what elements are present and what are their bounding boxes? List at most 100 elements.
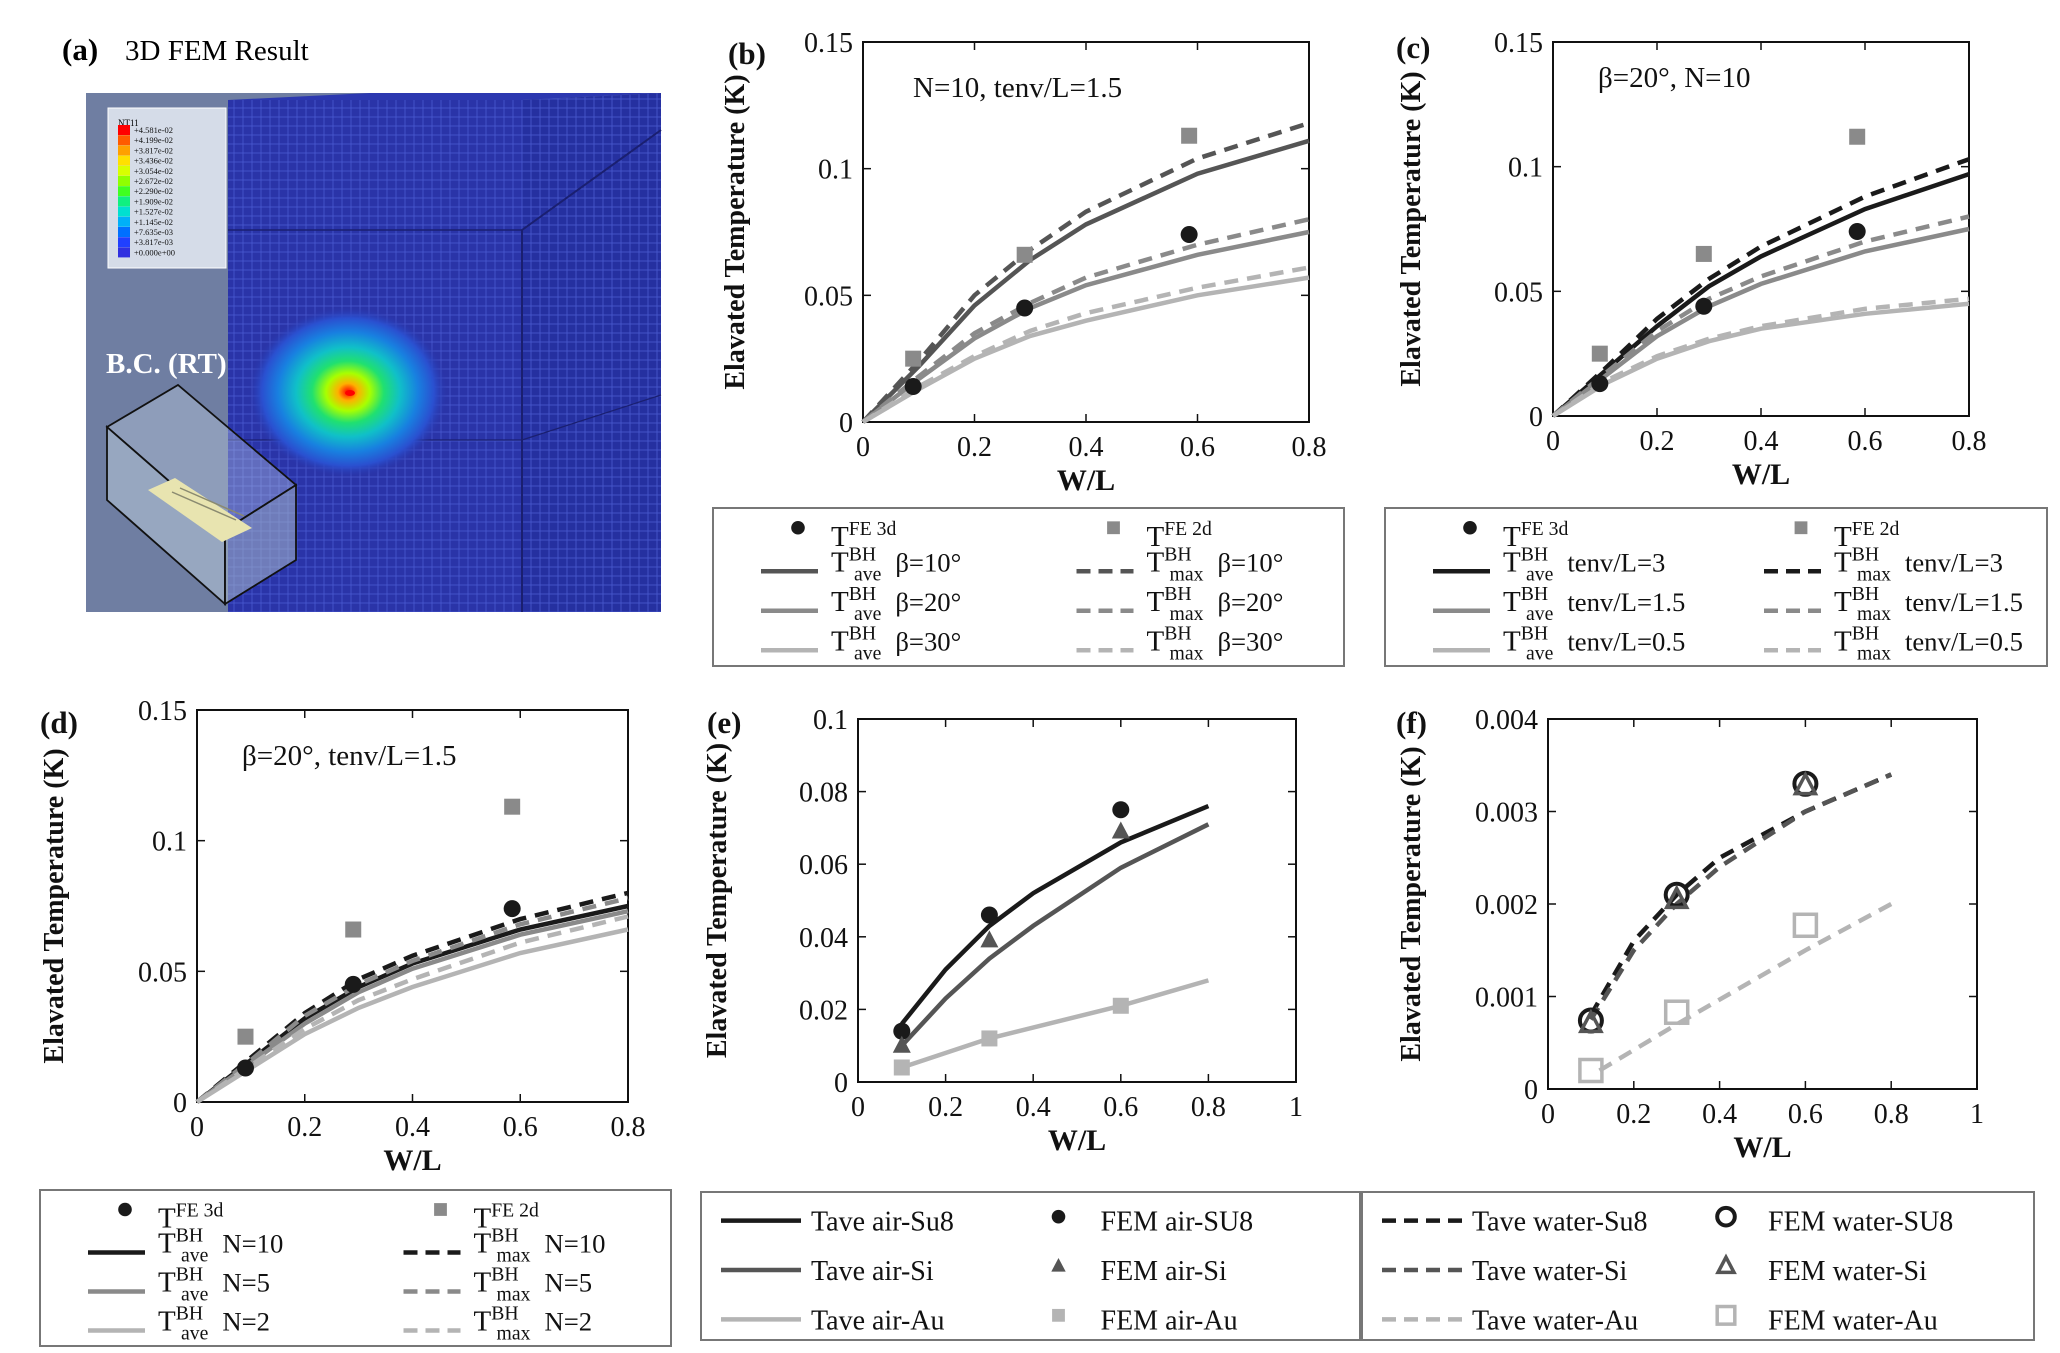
chart-annotation: N=10, tenv/L=1.5 <box>913 72 1122 104</box>
legend-label: TFE 2d <box>1834 518 1899 553</box>
x-tick-label: 0.6 <box>1180 432 1215 463</box>
legend-subscript: max <box>1857 603 1891 625</box>
legend-swatch <box>118 206 130 217</box>
data-point <box>236 1059 254 1077</box>
y-tick-label: 0.1 <box>1508 153 1543 184</box>
legend-label: Tave air-Si <box>811 1256 934 1287</box>
legend-symbol: T <box>158 1203 176 1235</box>
data-point <box>893 1059 910 1076</box>
legend-param: tenv/L=3 <box>1905 547 2003 577</box>
legend-symbol: T <box>1147 521 1165 553</box>
legend-symbol: T <box>1503 521 1521 553</box>
legend-subscript: ave <box>854 642 882 664</box>
legend-subscript: max <box>497 1245 531 1267</box>
legend-label: TFE 3d <box>158 1200 223 1235</box>
series-line <box>1551 296 1970 418</box>
legend-value: +1.145e-02 <box>134 217 173 227</box>
legend-swatch <box>118 237 130 248</box>
legend-superscript: FE 3d <box>849 518 897 540</box>
panel-a: (a) 3D FEM Result B.C. (RT) <box>62 32 662 612</box>
x-tick-label: 0.2 <box>957 432 992 463</box>
legend-superscript: BH <box>1521 543 1548 565</box>
data-point <box>980 930 999 948</box>
legend-swatch <box>1794 521 1808 535</box>
legend-subscript: max <box>497 1323 531 1345</box>
legend-label: Tave water-Su8 <box>1472 1207 1648 1238</box>
legend-param: β=20° <box>1217 587 1283 617</box>
y-tick-label: 0 <box>834 1068 848 1099</box>
legend-param: tenv/L=1.5 <box>1567 587 1685 617</box>
data-point <box>1180 226 1198 244</box>
legend-frame <box>700 1191 1361 1341</box>
legend-subscript: max <box>1170 642 1204 664</box>
x-tick-label: 0.2 <box>928 1092 963 1123</box>
series-line <box>195 896 629 1104</box>
data-point <box>1578 1057 1604 1084</box>
legend-param: β=10° <box>895 547 961 577</box>
y-tick-label: 0.02 <box>799 995 848 1026</box>
legend-swatch <box>1715 1205 1737 1228</box>
series-line <box>900 822 1210 1048</box>
legend-swatch <box>118 125 130 135</box>
legend-subscript: ave <box>854 603 882 625</box>
legend-label: TBH max N=5 <box>474 1264 593 1306</box>
series-line <box>900 804 1210 1026</box>
y-tick-label: 0.15 <box>1494 28 1543 59</box>
legend-symbol: T <box>158 1306 176 1338</box>
legend-f: Tave water-Su8 FEM water-SU8 Tave water-Si… <box>1361 1191 2035 1341</box>
legend-label: TBH max β=10° <box>1147 543 1284 585</box>
legend-value: +7.635e-03 <box>134 227 173 237</box>
x-tick-label: 0 <box>851 1092 865 1123</box>
y-tick-label: 0.04 <box>799 923 848 954</box>
series-line <box>861 265 1310 424</box>
y-tick-label: 0 <box>839 408 853 439</box>
x-axis-label: W/L <box>383 1144 441 1177</box>
data-point <box>981 1030 998 1047</box>
legend-symbol: T <box>1834 586 1852 618</box>
chart-annotation: β=20°, tenv/L=1.5 <box>242 740 457 772</box>
y-tick-label: 0.1 <box>813 705 848 736</box>
y-axis-label: Elavated Temperature (K) <box>720 74 751 389</box>
y-tick-label: 0.15 <box>138 696 187 727</box>
legend-subscript: ave <box>1526 642 1554 664</box>
series-line <box>195 909 629 1104</box>
legend-value: +4.581e-02 <box>134 125 173 135</box>
legend-superscript: BH <box>176 1264 203 1286</box>
legend-superscript: FE 2d <box>1852 518 1900 540</box>
panel-label-b: (b) <box>728 36 766 71</box>
data-point <box>503 900 521 918</box>
legend-subscript: max <box>1857 642 1891 664</box>
legend-value: +1.909e-02 <box>134 196 173 206</box>
data-point <box>1578 1008 1604 1034</box>
legend-value: +2.290e-02 <box>134 186 173 196</box>
y-tick-label: 0.1 <box>818 155 853 186</box>
legend-symbol: T <box>831 546 849 578</box>
legend-swatch <box>1715 1304 1737 1326</box>
legend-label: Tave water-Si <box>1472 1256 1628 1287</box>
data-point <box>1695 297 1713 315</box>
x-tick-label: 0.8 <box>1952 426 1987 457</box>
x-tick-label: 0.2 <box>1640 426 1675 457</box>
series-line <box>195 903 629 1104</box>
legend-symbol: T <box>158 1267 176 1299</box>
series-line <box>861 229 1310 424</box>
series-line <box>195 914 629 1104</box>
legend-symbol: T <box>474 1203 492 1235</box>
data-point <box>905 350 922 367</box>
x-axis-label: W/L <box>1732 458 1790 491</box>
legend-superscript: BH <box>849 583 876 605</box>
y-tick-label: 0.1 <box>152 827 187 858</box>
legend-label: FEM air-Au <box>1101 1305 1238 1336</box>
x-tick-label: 0.6 <box>1848 426 1883 457</box>
panel-label-c: (c) <box>1396 30 1430 65</box>
legend-symbol: T <box>1834 546 1852 578</box>
data-point <box>1792 770 1819 796</box>
fe-color-legend: NT11 +4.581e-02+4.199e-02+3.817e-02+3.43… <box>107 107 227 269</box>
legend-param: N=5 <box>222 1268 270 1298</box>
legend-swatch <box>118 216 130 227</box>
legend-param: tenv/L=3 <box>1567 547 1665 577</box>
legend-param: β=10° <box>1217 547 1283 577</box>
data-point <box>1016 299 1034 317</box>
legend-label: FEM water-SU8 <box>1768 1207 1953 1238</box>
